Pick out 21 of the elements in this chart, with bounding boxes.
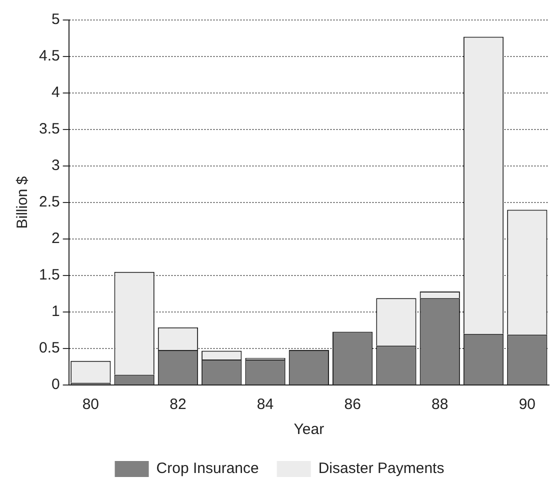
x-axis-title: Year [294, 421, 324, 438]
x-tick-label: 88 [432, 396, 448, 414]
y-tick-label: 1 [52, 303, 60, 320]
y-tick-label: 4 [52, 84, 60, 102]
legend-label: Crop Insurance [156, 460, 259, 478]
y-tick-label: 4.5 [38, 48, 60, 65]
y-axis-title: Billion $ [14, 176, 32, 229]
legend-label: Disaster Payments [318, 460, 444, 478]
y-tick-label: 2 [52, 230, 60, 248]
y-tick-label: 0.5 [38, 340, 60, 357]
x-tick-label: 82 [170, 396, 186, 414]
x-tick-label: 84 [256, 396, 274, 414]
x-tick-label: 90 [518, 396, 536, 414]
y-tick-label: 1.5 [38, 266, 60, 284]
x-tick-label: 86 [344, 396, 361, 414]
y-tick-label: 3.5 [38, 120, 60, 138]
y-tick-label: 0 [52, 376, 60, 394]
y-tick-label: 5 [52, 11, 60, 28]
x-tick-label: 80 [82, 396, 100, 414]
y-tick-label: 3 [52, 157, 60, 174]
y-tick-label: 2.5 [38, 194, 60, 211]
